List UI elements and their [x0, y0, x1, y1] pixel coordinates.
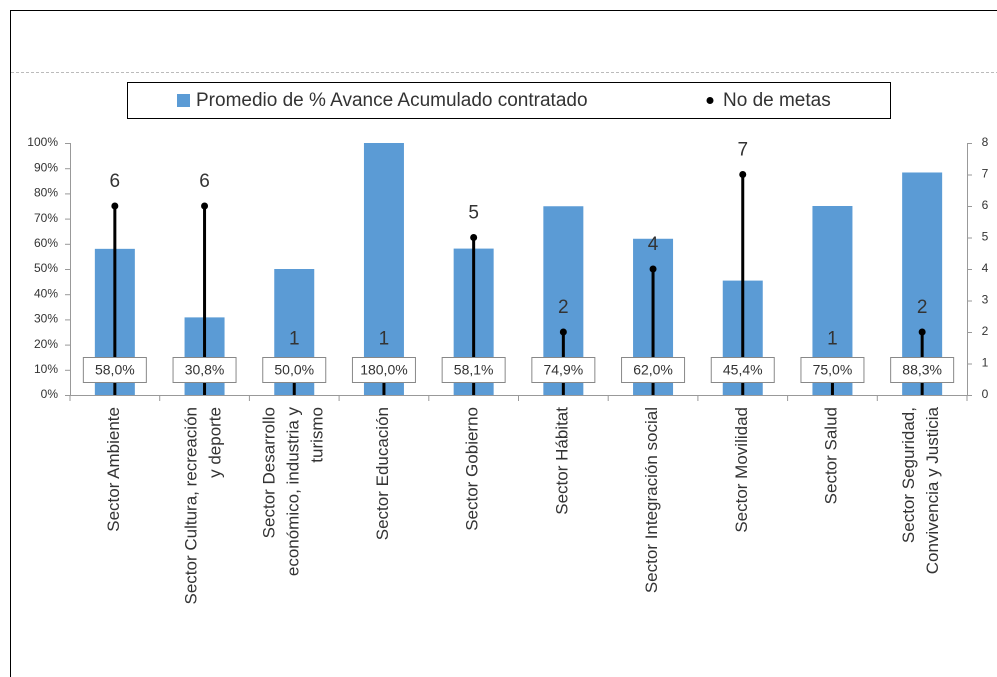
x-tick-label: Sector Educación	[373, 407, 392, 540]
y-tick-label: 70%	[34, 211, 58, 225]
value-label: 74,9%	[543, 362, 583, 378]
x-tick-label: Sector Salud	[822, 407, 841, 504]
value-label: 45,4%	[723, 362, 763, 378]
value-label: 1	[827, 329, 838, 350]
value-label: 75,0%	[813, 362, 853, 378]
value-label: 7	[737, 140, 748, 161]
value-label: 1	[379, 329, 390, 350]
legend-swatch	[177, 94, 190, 107]
y-tick-label: 10%	[34, 362, 58, 376]
point	[918, 328, 926, 336]
y2-tick-label: 2	[982, 324, 989, 338]
value-label-box	[531, 357, 596, 383]
x-tick-label: Sector Gobierno	[463, 407, 482, 531]
value-label-box	[621, 357, 686, 383]
point	[649, 265, 657, 273]
value-label: 180,0%	[360, 362, 407, 378]
value-label-box	[262, 357, 327, 383]
legend-swatch	[706, 97, 714, 104]
y-tick-label: 20%	[34, 337, 58, 351]
y2-tick-label: 6	[982, 198, 989, 212]
legend-box	[127, 82, 891, 119]
x-tick-label: Sector Seguridad, Convivencia y Justicia	[900, 406, 943, 574]
value-label-box	[710, 357, 775, 383]
value-label: 6	[110, 171, 121, 192]
point	[470, 234, 478, 241]
x-tick-label: Sector Ambiente	[104, 407, 123, 532]
value-label: 88,3%	[902, 362, 942, 378]
y-tick-label: 80%	[34, 186, 58, 200]
value-label: 50,0%	[274, 362, 314, 378]
value-label: 5	[468, 203, 479, 224]
value-label-box	[351, 357, 416, 383]
x-tick-label: Sector Movilidad	[732, 407, 751, 533]
x-tick-label: Sector Integración social	[643, 407, 662, 593]
value-label-box	[800, 357, 865, 383]
value-label: 2	[917, 297, 928, 318]
x-tick-label: Sector Hábitat	[553, 407, 572, 515]
value-label: 58,0%	[95, 362, 135, 378]
y-tick-label: 30%	[34, 312, 58, 326]
point	[559, 328, 567, 336]
value-label-box	[441, 357, 506, 383]
y2-tick-label: 3	[982, 293, 989, 307]
y2-tick-label: 8	[982, 135, 989, 149]
legend-label: Promedio de % Avance Acumulado contratad…	[196, 90, 588, 111]
y-tick-label: 90%	[34, 160, 58, 174]
y-tick-label: 100%	[27, 135, 58, 149]
y-tick-label: 50%	[34, 261, 58, 275]
y2-tick-label: 7	[982, 167, 989, 181]
data-labels: 58,0% 30,8% 50,0% 180,0% 58,1% 74,9% 62,0% 45,4…	[82, 140, 955, 383]
y-tick-label: 40%	[34, 286, 58, 300]
value-label-box	[82, 357, 147, 383]
value-label: 6	[199, 171, 210, 192]
y2-tick-label: 1	[982, 356, 989, 370]
value-label: 2	[558, 297, 569, 318]
value-label: 1	[289, 329, 300, 350]
value-label-box	[172, 357, 237, 383]
y2-tick-label: 5	[982, 230, 989, 244]
y-tick-label: 0%	[41, 387, 59, 401]
value-label: 4	[648, 234, 659, 255]
value-label-box	[890, 357, 955, 383]
plot-area	[94, 143, 943, 395]
value-label: 58,1%	[454, 362, 494, 378]
legend-label: No de metas	[723, 90, 831, 111]
value-label: 62,0%	[633, 362, 673, 378]
value-label: 30,8%	[185, 362, 225, 378]
y-tick-label: 60%	[34, 236, 58, 250]
x-tick-label: Sector Cultura, recreación y deporte	[182, 407, 225, 604]
y2-tick-label: 0	[982, 387, 989, 401]
point	[111, 202, 119, 210]
point	[201, 202, 209, 210]
point	[739, 171, 747, 178]
y2-tick-label: 4	[982, 261, 989, 275]
bar	[363, 143, 404, 395]
